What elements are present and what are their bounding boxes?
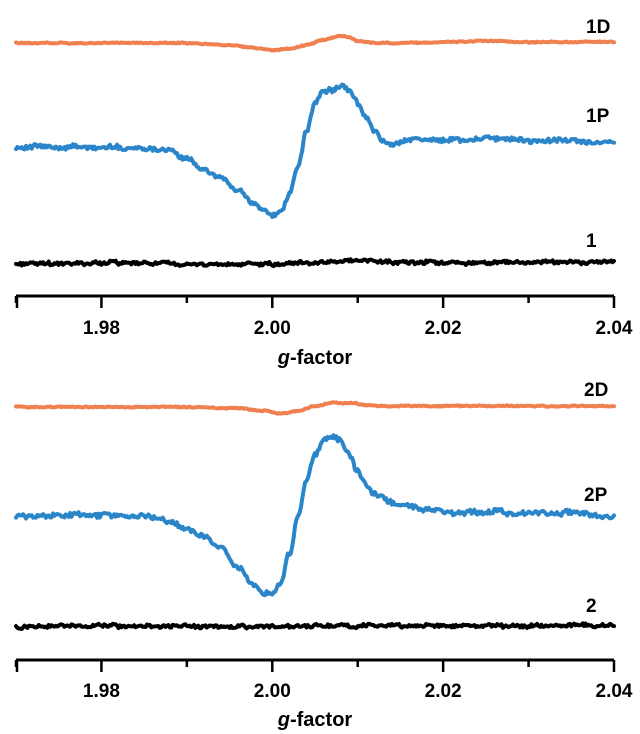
trace-1-label: 1 <box>586 231 597 252</box>
trace-1P-line <box>14 82 616 219</box>
panel-top: 1.98 2.00 2.02 2.04 g-factor 1D 1P 1 <box>14 17 633 369</box>
trace-2D-line <box>14 400 616 416</box>
x-tick-label: 2.02 <box>425 318 462 339</box>
x-tick-label: 2.00 <box>254 318 291 339</box>
x-tick-label: 2.00 <box>254 681 291 702</box>
trace-2P-label: 2P <box>584 485 608 506</box>
panel-bottom: 1.98 2.00 2.02 2.04 g-factor 2D 2P 2 <box>14 380 633 731</box>
x-tick-label: 2.02 <box>425 681 462 702</box>
x-tick-label: 1.98 <box>83 318 120 339</box>
trace-2-label: 2 <box>586 596 597 617</box>
trace-2P-line <box>14 433 616 598</box>
trace-2D-label: 2D <box>584 380 608 401</box>
trace-1D-label: 1D <box>586 17 610 38</box>
x-axis-title: g-factor <box>277 709 353 731</box>
x-tick-label: 2.04 <box>596 318 633 339</box>
x-axis-title: g-factor <box>277 347 353 369</box>
x-tick-label: 2.04 <box>596 681 633 702</box>
x-tick-label: 1.98 <box>83 681 120 702</box>
trace-1D-line <box>14 33 616 53</box>
trace-1-line <box>14 257 616 269</box>
trace-2-line <box>14 621 616 631</box>
trace-1P-label: 1P <box>586 106 610 127</box>
